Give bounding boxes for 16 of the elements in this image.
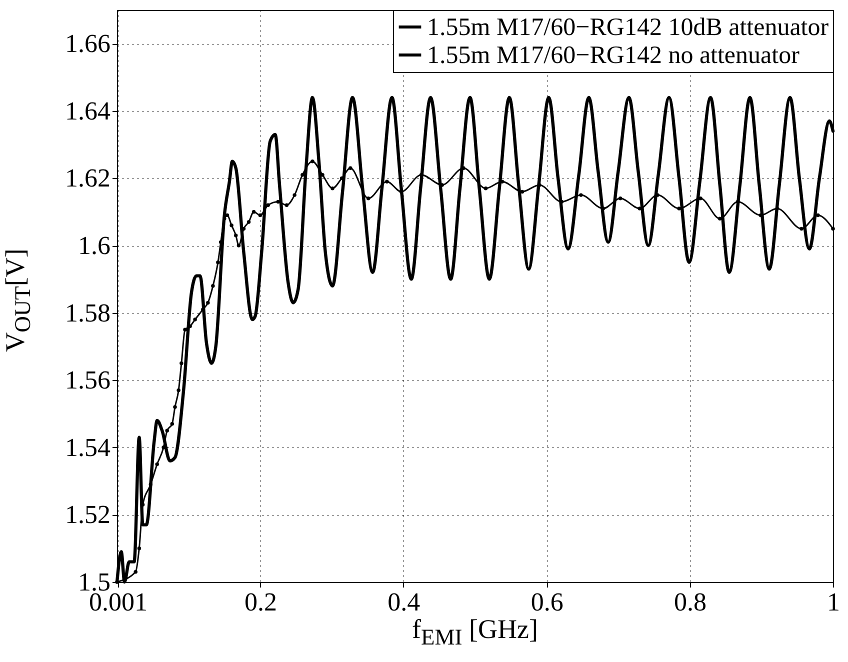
x-tick-label: 0.4 <box>388 588 420 616</box>
y-tick-label: 1.66 <box>65 29 110 58</box>
x-axis-title: f$_{EMI}$ [GHz] <box>412 614 538 650</box>
x-tick-label: 0.2 <box>244 588 277 616</box>
legend-label: 1.55m M17/60−RG142 10dB attenuator <box>427 14 830 41</box>
y-tick-label: 1.52 <box>65 500 110 530</box>
y-tick-label: 1.54 <box>65 432 110 462</box>
x-tick-label: 1 <box>827 588 840 616</box>
y-tick-label: 1.56 <box>65 366 110 395</box>
x-tick-label: 0.6 <box>530 588 564 616</box>
y-tick-label: 1.58 <box>65 298 110 328</box>
y-tick-label: 1.6 <box>78 231 110 260</box>
x-tick-label: 0.8 <box>674 588 707 616</box>
y-tick-label: 1.62 <box>65 164 110 193</box>
legend-label: 1.55m M17/60−RG142 no attenuator <box>427 42 800 69</box>
y-tick-label: 1.64 <box>65 96 110 126</box>
